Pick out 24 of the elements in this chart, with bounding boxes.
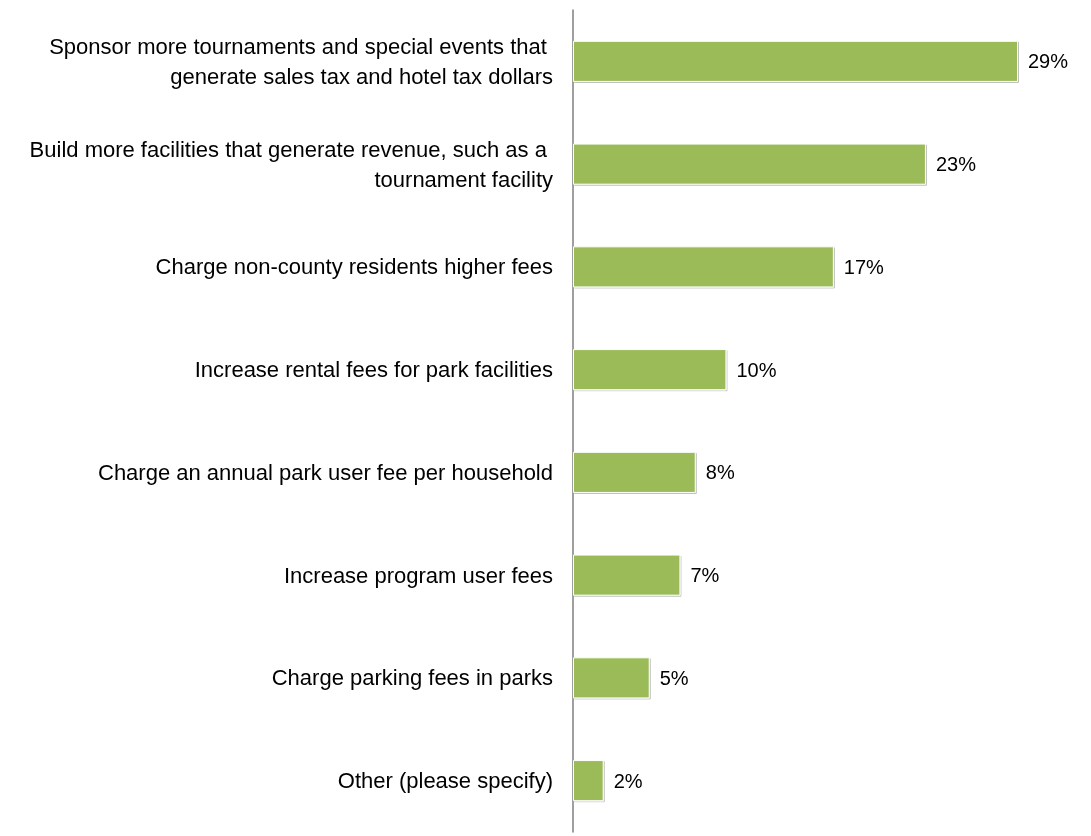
data-label: 8% [705, 461, 735, 484]
bar [573, 246, 834, 288]
y-tick-label: Other (please specify) [337, 768, 553, 794]
bar [573, 143, 926, 185]
bar [573, 760, 604, 802]
data-label: 2% [613, 769, 643, 792]
y-tick-label: Build more facilities that generate revenue, such as a tournament facility [29, 136, 553, 192]
data-label: 23% [935, 153, 977, 176]
bar [573, 657, 650, 699]
data-label: 5% [659, 666, 689, 689]
data-label: 29% [1028, 50, 1069, 73]
data-label: 7% [690, 564, 720, 587]
bar [573, 554, 681, 596]
y-tick-label: Increase program user fees [283, 562, 553, 588]
y-tick-label: Sponsor more tournaments and special events that generate sales tax and hotel tax dollars [49, 33, 553, 89]
y-tick-label: Charge parking fees in parks [271, 665, 553, 691]
bar [573, 451, 696, 493]
data-label: 10% [736, 358, 777, 381]
y-tick-label: Charge non-county residents higher fees [155, 254, 553, 280]
y-tick-label: Increase rental fees for park facilities [194, 357, 553, 383]
bar [573, 349, 727, 391]
y-tick-label: Charge an annual park user fee per household [98, 459, 553, 485]
data-label: 17% [843, 255, 885, 278]
bar [573, 40, 1018, 82]
